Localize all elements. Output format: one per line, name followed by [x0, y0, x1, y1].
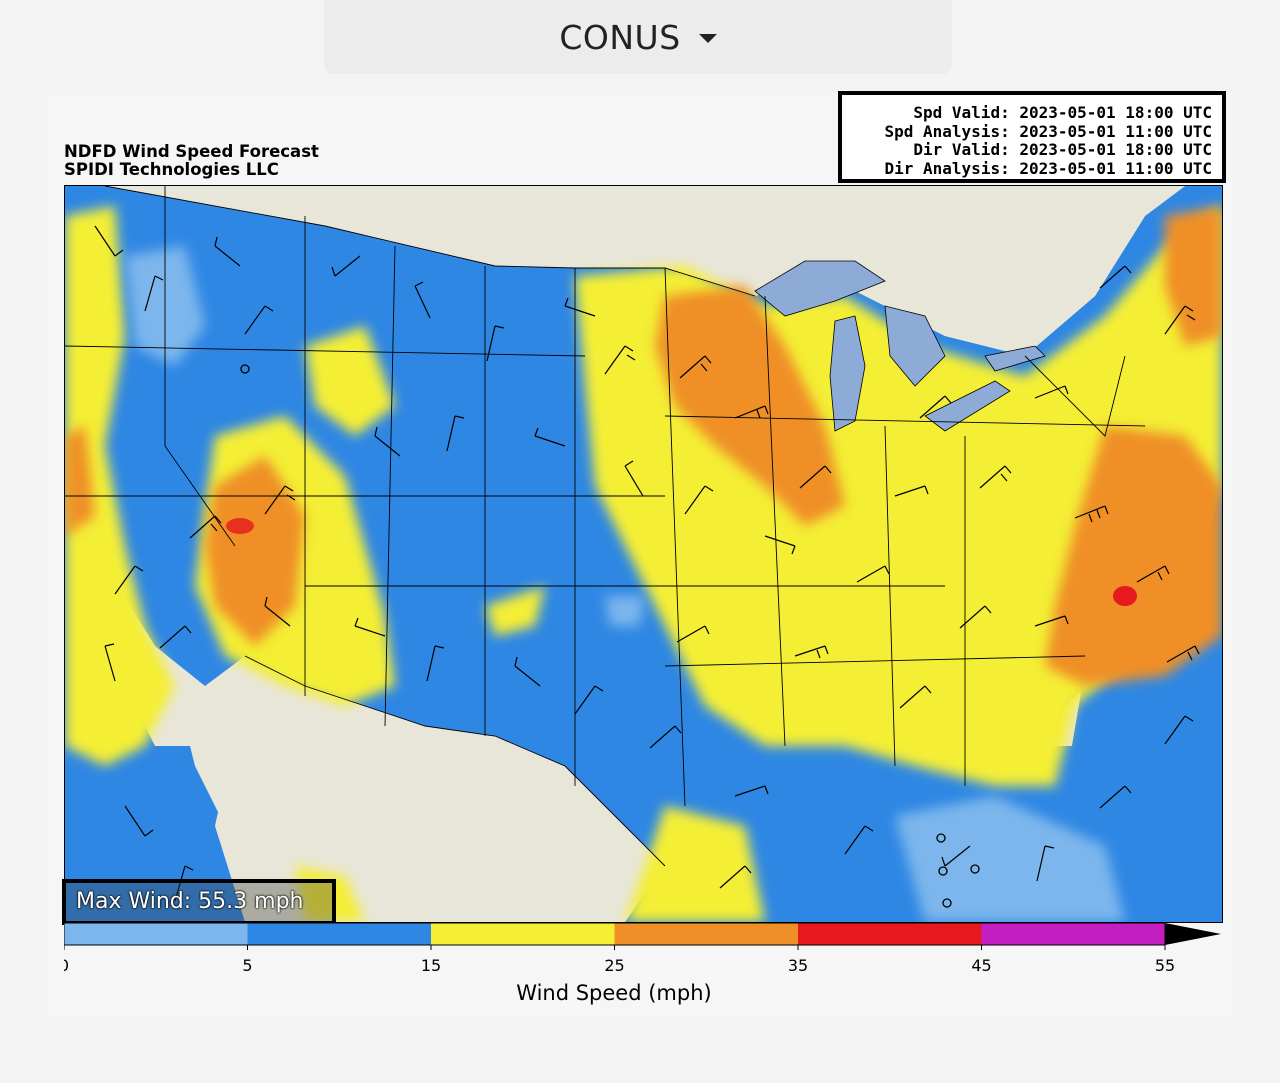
lake-erie: [924, 380, 1011, 432]
max-wind-label: Max Wind: 55.3 mph: [62, 879, 336, 925]
colorbar-tick-label-2: 15: [421, 956, 441, 975]
region-dropdown[interactable]: CONUS: [324, 0, 952, 74]
spd-analysis-line: Spd Analysis: 2023-05-01 11:00 UTC: [884, 121, 1212, 141]
baja-land: [175, 686, 305, 922]
wind-barbs: [94, 225, 1200, 902]
calm-circles: [240, 364, 980, 908]
map-title: NDFD Wind Speed Forecast SPIDI Technolog…: [64, 143, 319, 179]
spd-valid-line: Spd Valid: 2023-05-01 18:00 UTC: [913, 103, 1212, 122]
colorbar-bin-1: [247, 923, 432, 945]
dir-valid-line: Dir Valid: 2023-05-01 18:00 UTC: [913, 140, 1212, 160]
colorbar-bin-3: [614, 923, 799, 945]
mexico-land: [215, 686, 665, 922]
region-dropdown-label: CONUS: [559, 17, 681, 57]
wind-map-svg: [65, 186, 1222, 922]
colorbar-tick-label-0: 0: [64, 956, 69, 975]
map-title-line1: NDFD Wind Speed Forecast: [64, 142, 319, 161]
colorbar-tick-label-3: 25: [604, 956, 624, 975]
lake-superior: [754, 260, 886, 317]
colorbar-tick-label-6: 55: [1155, 956, 1175, 975]
great-lakes: [754, 260, 1046, 432]
colorbar-tick-label-4: 35: [788, 956, 808, 975]
lake-ontario: [984, 345, 1046, 372]
colorbar-title: Wind Speed (mph): [516, 981, 711, 1005]
colorbar-bin-0: [64, 923, 248, 945]
map-title-line2: SPIDI Technologies LLC: [64, 160, 279, 179]
colorbar-extend-arrow: [1165, 923, 1221, 945]
colorbar: 0 5 15 25 35 45 55 Wind Speed (mph): [64, 922, 1221, 1005]
valid-times-box: Spd Valid: 2023-05-01 18:00 UTC Spd Anal…: [838, 91, 1226, 183]
dir-analysis-line: Dir Analysis: 2023-05-01 11:00 UTC: [884, 158, 1212, 178]
wind-speed-map[interactable]: [64, 185, 1223, 923]
severe-wind-spot-west: [226, 518, 254, 534]
lake-michigan: [829, 315, 866, 432]
colorbar-bin-2: [431, 923, 615, 945]
severe-wind-spot: [1113, 586, 1137, 606]
colorbar-bin-4: [798, 923, 982, 945]
chevron-down-icon: [698, 33, 717, 43]
colorbar-tick-label-5: 45: [971, 956, 991, 975]
colorbar-bins: [64, 923, 1166, 945]
state-borders: [65, 186, 1146, 867]
strong-wind-zones: [65, 206, 1222, 686]
colorbar-bin-5: [981, 923, 1166, 945]
colorbar-tick-label-1: 5: [242, 956, 252, 975]
lake-huron: [884, 305, 946, 387]
colorbar-ticks: 0 5 15 25 35 45 55: [64, 945, 1175, 975]
